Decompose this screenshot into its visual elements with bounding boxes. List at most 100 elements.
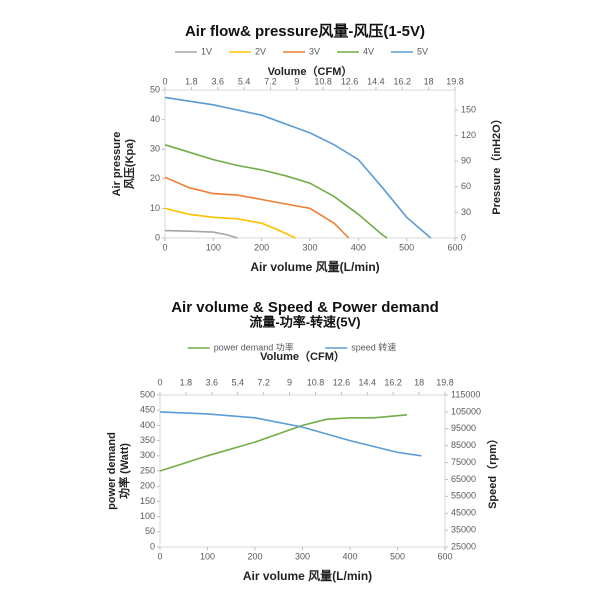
- chart-title: Air flow& pressure风量-风压(1-5V): [185, 23, 425, 40]
- y2-tick-label: 0: [461, 232, 466, 242]
- x2-tick-label: 18: [414, 377, 424, 387]
- x2-axis-title: Volume（CFM）: [268, 65, 353, 78]
- x2-tick-label: 16.2: [394, 76, 412, 86]
- x2-tick-label: 3.6: [211, 76, 224, 86]
- y-axis-title: Air pressure: [111, 132, 123, 197]
- x2-tick-label: 0: [162, 76, 167, 86]
- x-tick-label: 100: [206, 242, 221, 252]
- legend-label: 4V: [363, 46, 374, 56]
- y-tick-label: 250: [140, 465, 155, 475]
- chart-title: Air volume & Speed & Power demand: [171, 299, 439, 316]
- x-tick-label: 0: [157, 551, 162, 561]
- x-tick-label: 600: [447, 242, 462, 252]
- x-tick-label: 200: [247, 551, 262, 561]
- x2-axis-title: Volume（CFM）: [260, 350, 345, 363]
- legend-label: 3V: [309, 46, 320, 56]
- y-tick-label: 20: [150, 173, 160, 183]
- x-tick-label: 500: [390, 551, 405, 561]
- legend-label: speed 转速: [351, 341, 396, 352]
- y2-tick-label: 75000: [451, 457, 476, 467]
- x2-tick-label: 1.8: [185, 76, 198, 86]
- x-tick-label: 400: [351, 242, 366, 252]
- x2-tick-label: 12.6: [333, 377, 351, 387]
- series-line: [159, 411, 422, 457]
- y-axis-title: 风压(Kpa): [122, 139, 136, 189]
- x-axis-title: Air volume 风量(L/min): [243, 569, 372, 583]
- legend-label: 1V: [201, 46, 212, 56]
- y-tick-label: 0: [150, 541, 155, 551]
- y-tick-label: 200: [140, 481, 155, 491]
- y-tick-label: 10: [150, 203, 160, 213]
- y2-tick-label: 90: [461, 156, 471, 166]
- y2-tick-label: 85000: [451, 440, 476, 450]
- x-tick-label: 0: [162, 242, 167, 252]
- x2-tick-label: 7.2: [264, 76, 277, 86]
- y2-tick-label: 115000: [451, 389, 480, 399]
- y-tick-label: 0: [155, 232, 160, 242]
- y-tick-label: 50: [150, 84, 160, 94]
- x-tick-label: 200: [254, 242, 269, 252]
- x-tick-label: 100: [200, 551, 215, 561]
- y2-tick-label: 60: [461, 181, 471, 191]
- x-tick-label: 500: [399, 242, 414, 252]
- y-tick-label: 150: [140, 496, 155, 506]
- y2-tick-label: 25000: [451, 541, 476, 551]
- plot-frame: [159, 394, 446, 548]
- x2-tick-label: 18: [424, 76, 434, 86]
- y-tick-label: 40: [150, 114, 160, 124]
- y2-tick-label: 150: [461, 104, 476, 114]
- x2-tick-label: 19.8: [436, 377, 454, 387]
- y-tick-label: 450: [140, 405, 155, 415]
- x2-tick-label: 10.8: [307, 377, 325, 387]
- y2-axis-title: Pressure（inH2O）: [490, 113, 503, 214]
- x2-tick-label: 14.4: [367, 76, 385, 86]
- y2-tick-label: 120: [461, 130, 476, 140]
- x2-tick-label: 10.8: [314, 76, 332, 86]
- x-tick-label: 300: [302, 242, 317, 252]
- x2-tick-label: 1.8: [180, 377, 193, 387]
- y2-tick-label: 105000: [451, 406, 481, 416]
- x-tick-label: 300: [295, 551, 310, 561]
- chart-subtitle: 流量-功率-转速(5V): [249, 314, 360, 329]
- y-tick-label: 400: [140, 420, 155, 430]
- x-axis-title: Air volume 风量(L/min): [250, 260, 379, 274]
- x-tick-label: 600: [437, 551, 452, 561]
- y-axis-title: power demand: [106, 432, 118, 510]
- x2-tick-label: 5.4: [231, 377, 244, 387]
- series-line: [164, 176, 350, 239]
- x-tick-label: 400: [342, 551, 357, 561]
- y-axis-title: 功率 (Watt): [117, 443, 131, 499]
- y2-tick-label: 55000: [451, 491, 476, 501]
- y-tick-label: 100: [140, 511, 155, 521]
- y-tick-label: 300: [140, 450, 155, 460]
- legend-label: 2V: [255, 46, 266, 56]
- x2-tick-label: 9: [294, 76, 299, 86]
- y2-tick-label: 30: [461, 207, 471, 217]
- y2-tick-label: 95000: [451, 423, 476, 433]
- x2-tick-label: 16.2: [384, 377, 402, 387]
- series-line: [164, 229, 238, 239]
- x2-tick-label: 3.6: [206, 377, 219, 387]
- series-line: [159, 414, 408, 472]
- x2-tick-label: 9: [287, 377, 292, 387]
- x2-tick-label: 0: [157, 377, 162, 387]
- legend-label: power demand 功率: [214, 341, 294, 352]
- y-tick-label: 500: [140, 389, 155, 399]
- y2-tick-label: 65000: [451, 474, 476, 484]
- series-line: [164, 144, 388, 239]
- x2-tick-label: 19.8: [446, 76, 464, 86]
- legend-label: 5V: [417, 46, 428, 56]
- y-tick-label: 30: [150, 144, 160, 154]
- y-tick-label: 50: [145, 526, 155, 536]
- plot-frame: [164, 89, 456, 239]
- series-line: [164, 96, 432, 239]
- x2-tick-label: 7.2: [257, 377, 270, 387]
- x2-tick-label: 14.4: [359, 377, 377, 387]
- series-line: [164, 207, 296, 239]
- x2-tick-label: 12.6: [341, 76, 359, 86]
- y2-tick-label: 45000: [451, 508, 476, 518]
- y2-tick-label: 35000: [451, 524, 476, 534]
- x2-tick-label: 5.4: [238, 76, 251, 86]
- y-tick-label: 350: [140, 435, 155, 445]
